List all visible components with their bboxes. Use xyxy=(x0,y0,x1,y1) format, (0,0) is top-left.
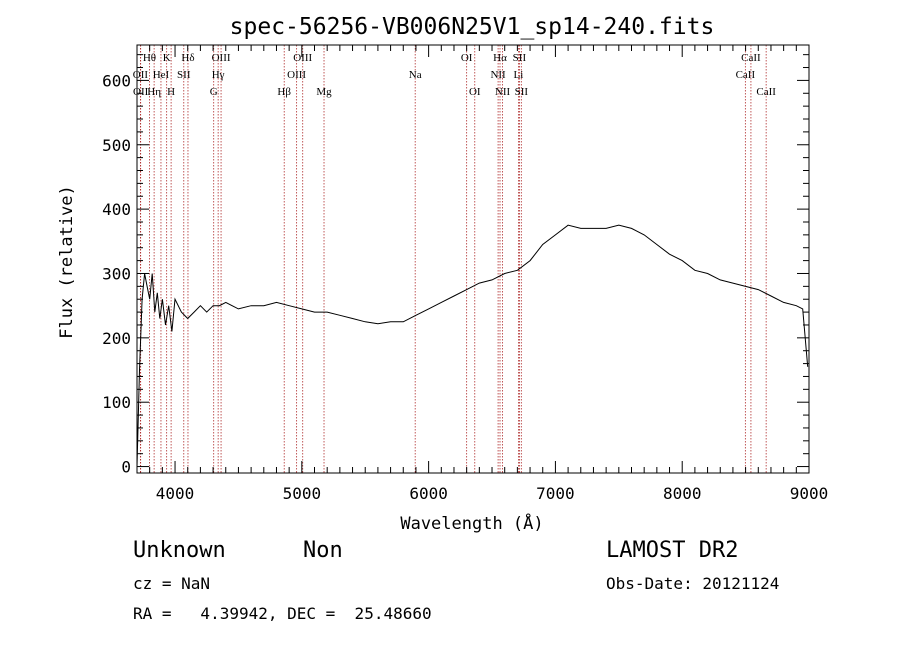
line-label: SII xyxy=(513,52,527,64)
y-axis-label: Flux (relative) xyxy=(57,185,77,339)
x-axis-label: Wavelength (Å) xyxy=(400,512,543,534)
line-label: G xyxy=(210,86,218,98)
x-tick-label: 7000 xyxy=(536,484,575,503)
line-label: Hβ xyxy=(277,86,291,98)
survey-name: LAMOST DR2 xyxy=(606,538,739,563)
line-label: OII xyxy=(133,69,149,81)
y-axis: 0 100 200 300 400 500 600 xyxy=(102,54,809,477)
line-label: SII xyxy=(515,86,529,98)
spectral-line-markers xyxy=(140,45,767,473)
x-axis: 4000 5000 6000 7000 8000 9000 xyxy=(136,45,829,503)
object-class: Unknown xyxy=(133,538,226,563)
y-tick-label: 400 xyxy=(102,200,131,219)
y-tick-label: 200 xyxy=(102,329,131,348)
coordinates-readout: RA = 4.39942, DEC = 25.48660 xyxy=(133,604,432,623)
line-label: OIII xyxy=(293,52,312,64)
y-tick-label: 0 xyxy=(121,458,131,477)
line-label: Hα xyxy=(493,52,507,64)
chart-title: spec-56256-VB006N25V1_sp14-240.fits xyxy=(230,14,715,40)
line-label: HeI xyxy=(153,69,170,81)
x-tick-label: 8000 xyxy=(663,484,702,503)
line-label: OIII xyxy=(287,69,306,81)
object-subclass: Non xyxy=(303,538,343,563)
line-label: OI xyxy=(461,52,473,64)
line-label: Mg xyxy=(316,86,332,98)
line-label: Hδ xyxy=(181,52,194,64)
line-label: Hθ xyxy=(143,52,156,64)
redshift-readout: cz = NaN xyxy=(133,574,211,593)
y-tick-label: 300 xyxy=(102,264,131,283)
x-tick-label: 4000 xyxy=(156,484,195,503)
y-tick-label: 600 xyxy=(102,71,131,90)
spectrum-line xyxy=(136,224,809,467)
line-label: OI xyxy=(469,86,481,98)
observation-date: Obs-Date: 20121124 xyxy=(606,574,780,593)
x-tick-label: 6000 xyxy=(409,484,448,503)
line-label: Li xyxy=(514,69,524,81)
line-label: NII xyxy=(490,69,506,81)
line-label: K xyxy=(163,52,171,64)
line-label: NII xyxy=(495,86,511,98)
x-tick-label: 5000 xyxy=(283,484,322,503)
line-label: Na xyxy=(409,69,422,81)
line-label: H xyxy=(167,86,175,98)
line-label: CaII xyxy=(736,69,756,81)
line-label: Hη xyxy=(147,86,161,98)
line-label: CaII xyxy=(741,52,761,64)
y-tick-label: 100 xyxy=(102,393,131,412)
x-tick-label: 9000 xyxy=(790,484,829,503)
line-label: Hγ xyxy=(212,69,225,81)
plot-frame xyxy=(136,44,810,474)
y-tick-label: 500 xyxy=(102,136,131,155)
line-label: OIII xyxy=(212,52,231,64)
line-label: SII xyxy=(177,69,191,81)
line-label: CaII xyxy=(756,86,776,98)
